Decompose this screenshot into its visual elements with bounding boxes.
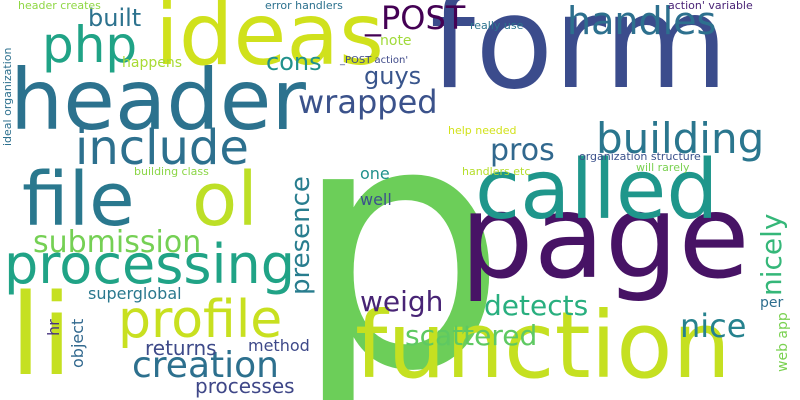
word-returns: returns	[145, 336, 217, 360]
word-creation: creation	[132, 345, 279, 386]
word-form: form	[430, 0, 729, 118]
word-hr: hr	[44, 319, 63, 336]
word-guys: guys	[364, 62, 422, 90]
word-per: per	[760, 295, 784, 311]
word-will-rarely: will rarely	[636, 161, 690, 174]
word-organization-structure: organization structure	[579, 150, 701, 163]
word-page: page	[460, 170, 750, 305]
word-object: object	[68, 318, 87, 368]
word-detects: detects	[484, 289, 589, 322]
word-well: well	[360, 190, 392, 209]
word-ol: ol	[192, 157, 258, 243]
word-header-creates: header creates	[18, 0, 101, 12]
word-nicely: nicely	[755, 213, 788, 297]
word-handles: handles	[567, 0, 717, 43]
word-php: php	[42, 16, 138, 74]
word-presence: presence	[286, 176, 316, 295]
word-error-handlers: error handlers	[265, 0, 343, 12]
word-called: called	[475, 143, 719, 238]
word-one: one	[360, 164, 390, 183]
word-_POST: _POST	[365, 0, 466, 37]
word-ideas: ideas	[155, 0, 384, 85]
word-nice: nice	[680, 307, 747, 345]
word-p: p	[292, 50, 508, 400]
word-built: built	[88, 4, 142, 32]
word-wrapped: wrapped	[298, 83, 438, 121]
word-handlers-etc: handlers etc	[462, 165, 531, 178]
word-action-variable: action' variable	[668, 0, 753, 12]
word-_POST-action: _POST action'	[340, 55, 409, 66]
word-method: method	[248, 336, 310, 355]
word-submission: submission	[33, 225, 202, 260]
word-web-app: web app	[775, 312, 791, 372]
word-li: li	[10, 271, 73, 400]
word-building-class: building class	[134, 165, 209, 178]
word-weigh: weigh	[360, 285, 444, 318]
word-note: note	[380, 33, 412, 49]
word-pros: pros	[490, 133, 555, 168]
word-really-use: really use	[470, 19, 524, 32]
word-header: header	[10, 51, 306, 149]
word-file: file	[22, 157, 135, 243]
word-include: include	[75, 120, 249, 176]
word-processing: processing	[4, 233, 296, 296]
word-superglobal: superglobal	[88, 284, 182, 303]
word-processes: processes	[195, 374, 295, 398]
word-building: building	[596, 114, 765, 163]
word-function: function	[355, 292, 731, 399]
word-ideal-organization: ideal organization	[1, 47, 14, 147]
word-help-needed: help needed	[448, 124, 517, 137]
word-profile: profile	[118, 290, 283, 350]
word-scattered: scattered	[405, 319, 538, 352]
word-cons: cons	[266, 48, 322, 76]
word-happens: happens	[122, 55, 183, 71]
